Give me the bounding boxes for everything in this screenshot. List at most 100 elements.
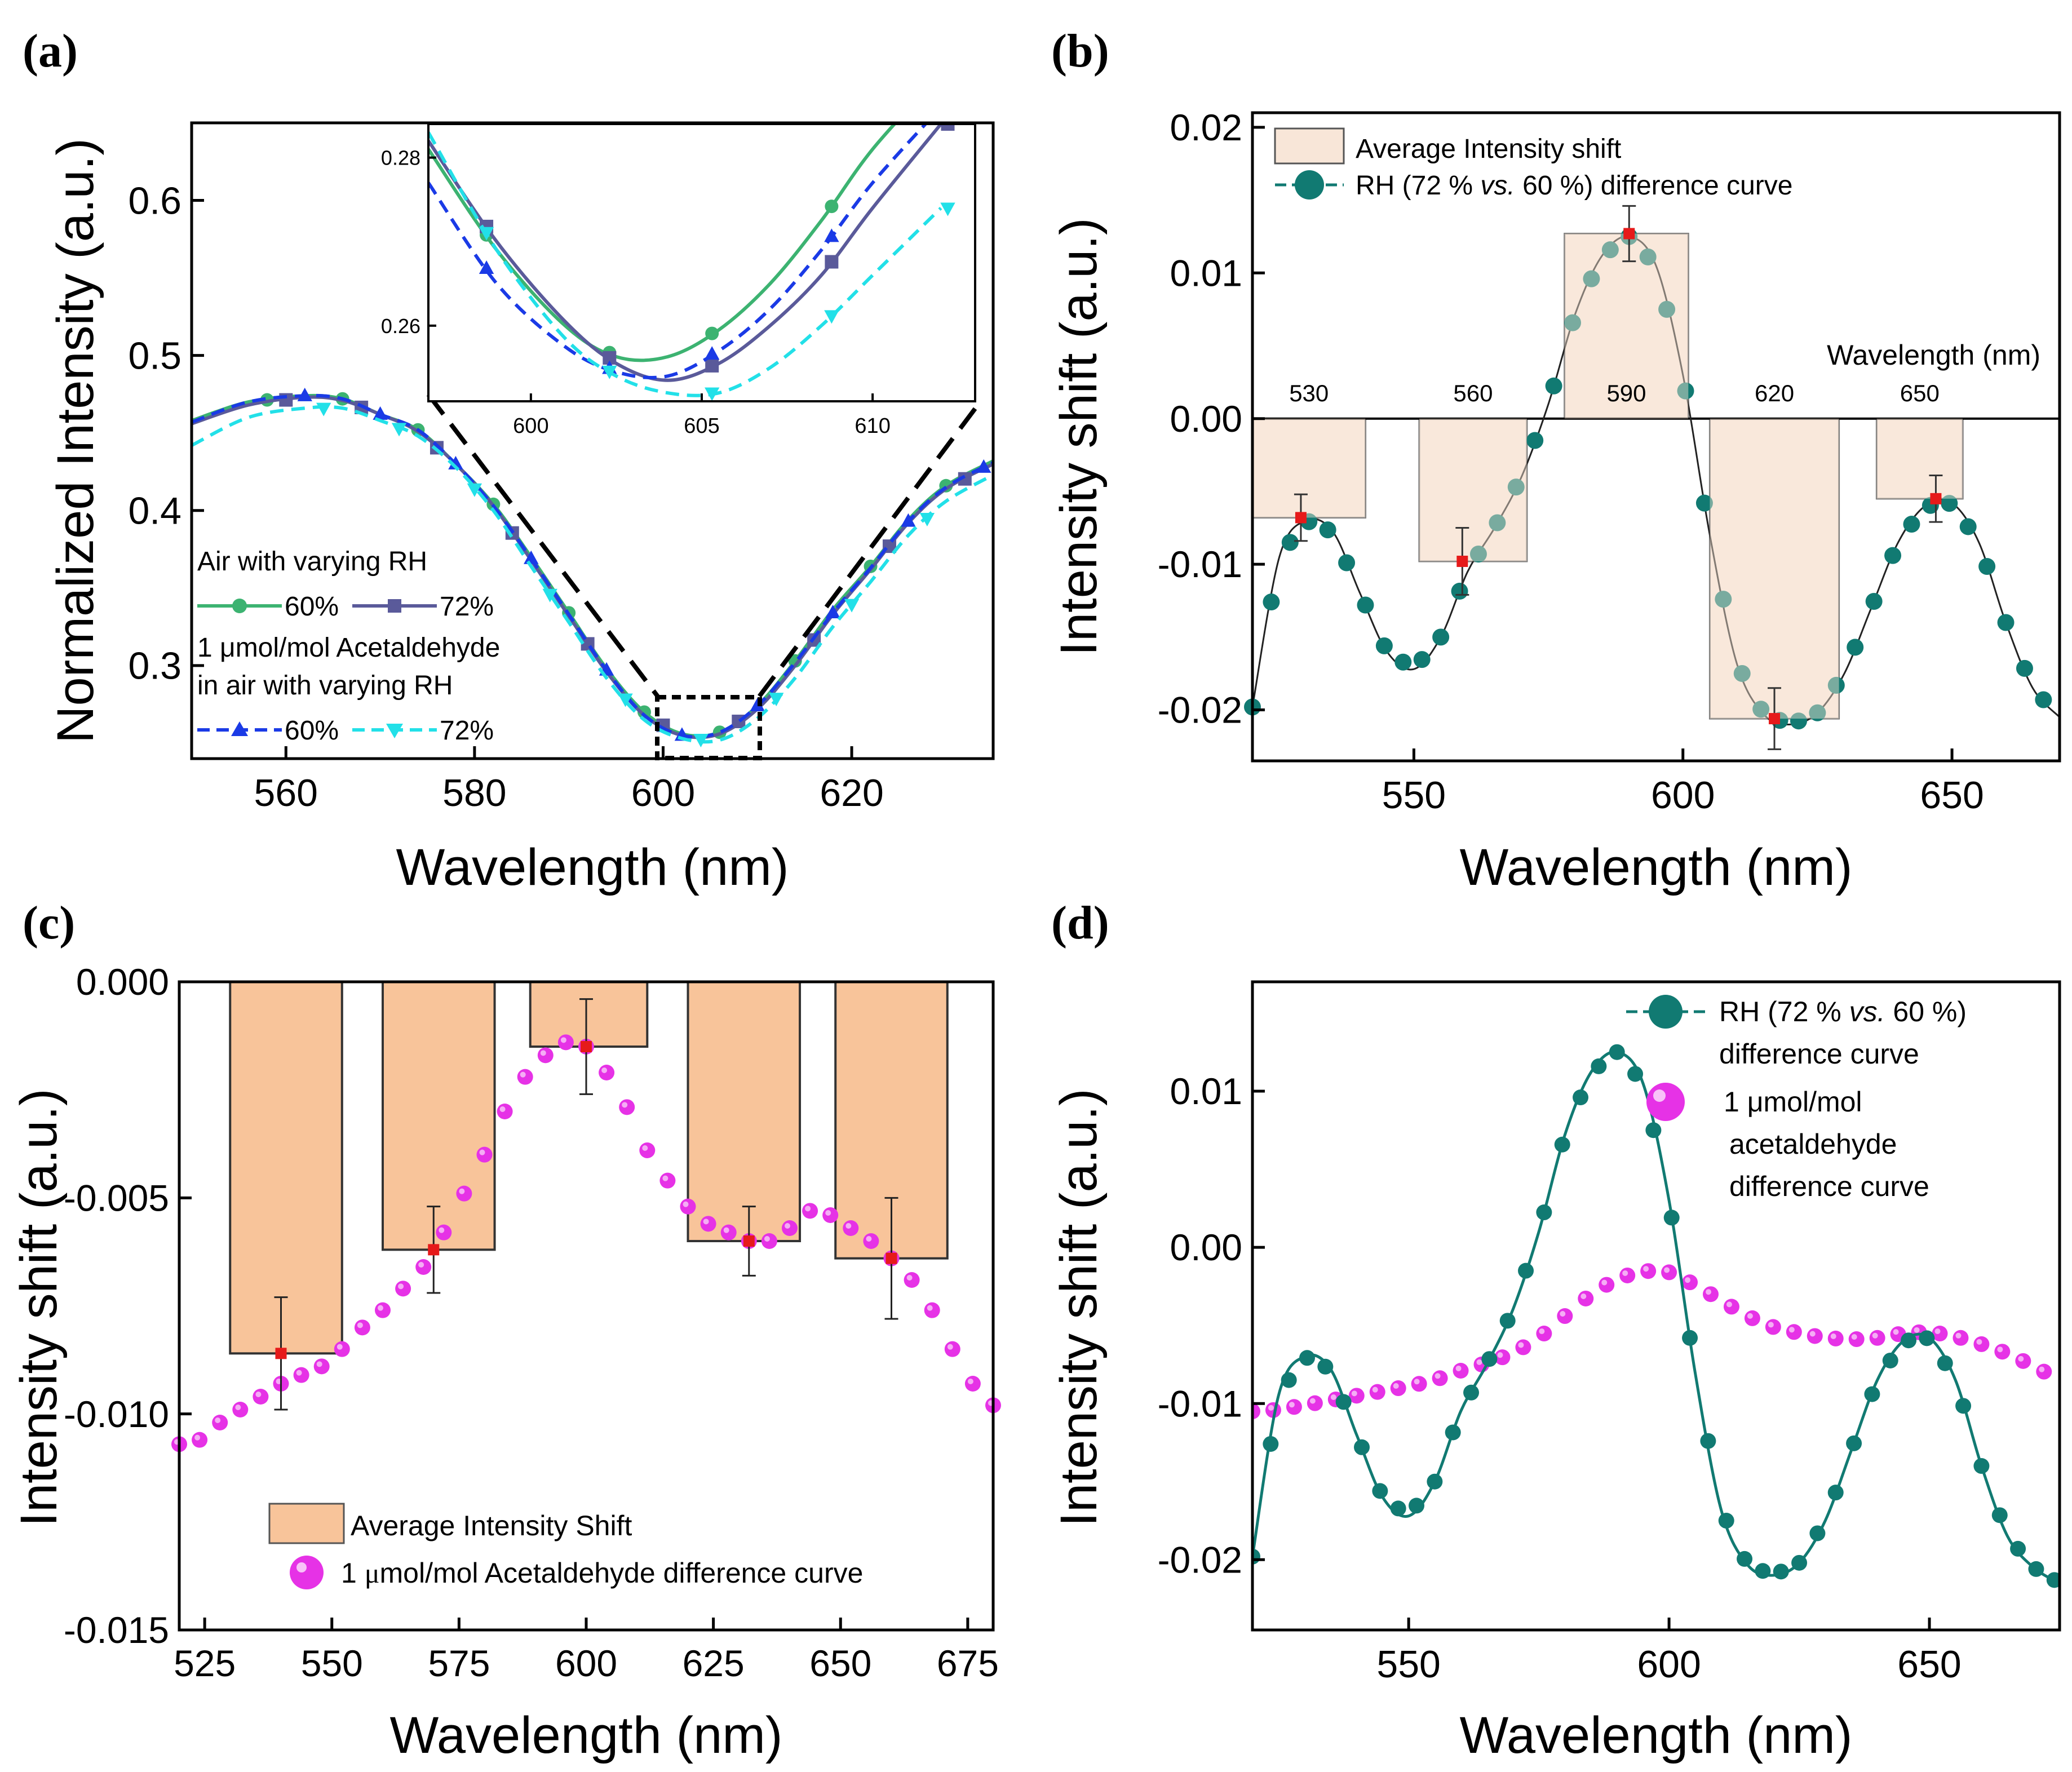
panel-d-acet-point-highlight xyxy=(1289,1402,1295,1408)
panel-c-bar xyxy=(529,981,649,1048)
y-tick-label: 0.02 xyxy=(1170,107,1242,148)
legend-b-line-vs: vs. xyxy=(1480,171,1515,201)
inset-marker xyxy=(479,260,494,274)
legend-c-points-label: 1 μmol/mol Acetaldehyde difference curve xyxy=(341,1557,863,1589)
y-tick-label: 0.5 xyxy=(128,334,181,377)
panel-a-marker xyxy=(316,402,331,417)
panel-d-rh-point xyxy=(1409,1498,1425,1514)
panel-c-legend: Average Intensity Shift 1 μmol/mol Aceta… xyxy=(268,1503,863,1589)
x-tick-label: 550 xyxy=(1382,774,1446,817)
panel-d-x-ticks: 550 600 650 xyxy=(1376,1618,1962,1686)
panel-d-acet-point xyxy=(1953,1330,1969,1346)
panel-b-marker xyxy=(1847,639,1864,656)
panel-c-mean-point xyxy=(275,1348,287,1359)
panel-d-acet-point-highlight xyxy=(1872,1332,1878,1339)
inset-marker xyxy=(940,202,955,216)
panel-d-acet-point-highlight xyxy=(1435,1373,1441,1379)
panel-d-acet-point xyxy=(1307,1395,1323,1411)
panel-d-acet-point-highlight xyxy=(1643,1266,1649,1272)
panel-d-acet-point xyxy=(1848,1331,1865,1348)
panel-d-acet-point-highlight xyxy=(1706,1289,1712,1295)
panel-c-bars xyxy=(229,981,949,1355)
panel-b-marker xyxy=(1357,596,1374,614)
panel-d-acet-point-highlight xyxy=(1747,1313,1753,1319)
panel-b-bar-tint xyxy=(1876,418,1963,499)
panel-c-point xyxy=(720,1224,737,1241)
panel-c-point xyxy=(375,1302,391,1318)
panel-c-point xyxy=(456,1185,472,1202)
panel-b-bar-tint xyxy=(1419,418,1527,561)
y-tick-label: -0.015 xyxy=(64,1609,169,1651)
panel-a: (a) 560 580 600 620 0.3 0.4 0.5 0.6 Wavelength… xyxy=(23,25,995,896)
panel-c-x-ticks: 525 550 575 600 625 650 675 xyxy=(174,1618,999,1684)
panel-d-acet-point xyxy=(1453,1363,1469,1379)
inset-marker xyxy=(825,255,839,269)
panel-d-acet-point xyxy=(1994,1344,2011,1360)
panel-c-point xyxy=(659,1172,676,1189)
panel-d-acet-point xyxy=(2015,1353,2031,1369)
panel-d-rh-point xyxy=(1372,1483,1388,1499)
legend-d-acet-line2: acetaldehyde xyxy=(1729,1128,1897,1160)
panel-d-y-ticks: -0.02 -0.01 0.00 0.01 xyxy=(1158,1070,1265,1580)
panel-a-marker xyxy=(373,406,388,420)
panel-b-marker xyxy=(1432,628,1450,646)
inset-line-2 xyxy=(428,124,928,380)
panel-d-rh-point xyxy=(1864,1386,1880,1402)
panel-d-acet-point xyxy=(1432,1370,1448,1386)
panel-d-acet-point-highlight xyxy=(1518,1342,1524,1348)
panel-d-acet-point-highlight xyxy=(1309,1398,1316,1404)
panel-b-marker xyxy=(1263,593,1280,611)
panel-d-acet-point-highlight xyxy=(1830,1333,1836,1339)
panel-c-label: (c) xyxy=(23,897,75,949)
inset-marker xyxy=(704,387,720,401)
panel-d-acet-point-highlight xyxy=(1955,1332,1962,1339)
panel-a-x-label: Wavelength (nm) xyxy=(396,839,789,896)
panel-c-point xyxy=(354,1319,370,1336)
panel-d-acet-point-highlight xyxy=(1476,1359,1482,1365)
panel-d-rh-point xyxy=(2010,1540,2026,1557)
panel-d-acet-point xyxy=(1411,1376,1427,1392)
panel-d-rh-point xyxy=(1682,1330,1698,1346)
panel-c-point-highlight xyxy=(906,1275,913,1281)
panel-b-x-ticks: 550 600 650 xyxy=(1382,748,1984,817)
panel-d-rh-point xyxy=(1773,1563,1789,1580)
panel-c-point-highlight xyxy=(601,1067,608,1073)
panel-d-acet-point xyxy=(1578,1290,1594,1306)
panel-d-acet-point-highlight xyxy=(1393,1383,1399,1389)
panel-b-marker xyxy=(1941,495,1958,512)
panel-b-y-ticks: -0.02 -0.01 0.00 0.01 0.02 xyxy=(1158,107,1265,731)
inset-line-0 xyxy=(428,124,897,362)
legend-b-bar-swatch xyxy=(1274,127,1345,165)
panel-a-zoom-connector-left xyxy=(426,393,661,699)
x-tick-label: 600 xyxy=(1637,1643,1701,1686)
panel-d-acet-point-highlight xyxy=(1788,1327,1795,1333)
panel-a-marker xyxy=(391,423,407,437)
panel-c-point-highlight xyxy=(215,1417,221,1423)
panel-d-rh-point xyxy=(1846,1435,1862,1451)
inset-marker xyxy=(941,124,955,131)
panel-c-point-highlight xyxy=(499,1106,506,1112)
panel-d-rh-point xyxy=(1955,1398,1972,1414)
panel-b-marker xyxy=(1526,432,1544,449)
panel-b-marker xyxy=(1733,664,1751,682)
panel-d-acet-point-highlight xyxy=(1560,1311,1566,1317)
panel-a-marker xyxy=(448,455,463,469)
panel-c-mean-point xyxy=(886,1252,897,1264)
inset-line-1 xyxy=(428,124,942,382)
panel-c-point xyxy=(415,1259,432,1275)
panel-b-bar-label: 530 xyxy=(1289,380,1329,406)
inset-series xyxy=(428,124,955,401)
panel-d-acet-point-highlight xyxy=(1601,1279,1608,1286)
panel-a-inset: 600 605 610 0.26 0.28 xyxy=(381,123,976,438)
panel-c-point-highlight xyxy=(866,1236,872,1242)
panel-d-acet-point-highlight xyxy=(1685,1277,1691,1283)
panel-d-acet-point xyxy=(1723,1299,1739,1315)
panel-c-point xyxy=(639,1142,656,1158)
panel-b-bar-tint xyxy=(1710,418,1839,719)
panel-d-rh-point xyxy=(1281,1372,1297,1388)
panel-c-point-highlight xyxy=(479,1149,485,1155)
panel-a-series xyxy=(192,387,993,748)
panel-c-point xyxy=(822,1207,839,1223)
panel-b-marker xyxy=(1601,241,1619,259)
